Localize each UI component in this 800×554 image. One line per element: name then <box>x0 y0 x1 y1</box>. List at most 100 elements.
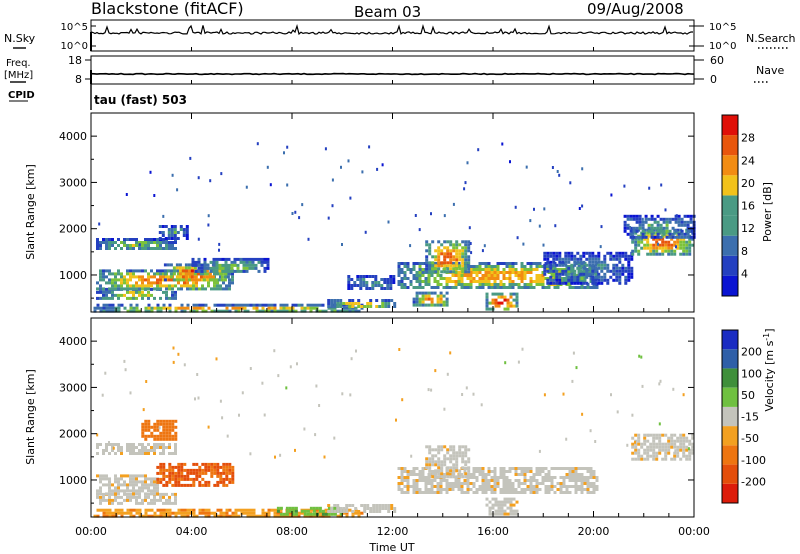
heatmap-cell <box>496 265 500 268</box>
heatmap-cell <box>406 473 410 476</box>
heatmap-cell <box>428 261 432 265</box>
heatmap-cell <box>168 434 172 438</box>
heatmap-cell <box>186 508 190 512</box>
heatmap-cell <box>475 470 479 473</box>
heatmap-cell <box>406 470 410 473</box>
heatmap-cell <box>686 214 690 218</box>
heatmap-cell <box>201 287 204 291</box>
heatmap-cell <box>203 269 207 273</box>
heatmap-cell <box>472 467 476 470</box>
heatmap-cell <box>467 448 471 452</box>
heatmap-cell <box>683 220 687 224</box>
heatmap-cell <box>255 309 259 313</box>
heatmap-scatter-cell <box>194 397 196 401</box>
heatmap-cell <box>170 228 174 231</box>
heatmap-cell <box>547 485 551 488</box>
heatmap-cell <box>579 281 583 285</box>
heatmap-cell <box>418 488 422 491</box>
heatmap-scatter-cell <box>279 453 282 457</box>
heatmap-cell <box>535 491 539 494</box>
heatmap-cell <box>424 491 428 494</box>
heatmap-cell <box>552 254 556 258</box>
heatmap-cell <box>467 246 471 250</box>
heatmap-cell <box>351 511 355 515</box>
heatmap-cell <box>216 468 220 472</box>
heatmap-cell <box>529 491 533 494</box>
heatmap-cell <box>111 449 114 452</box>
heatmap-cell <box>363 510 367 513</box>
heatmap-cell <box>114 480 117 484</box>
heatmap-cell <box>661 243 665 247</box>
heatmap-cell <box>132 446 135 449</box>
heatmap-cell <box>129 446 132 449</box>
heatmap-cell <box>144 428 148 432</box>
heatmap-cell <box>635 235 639 239</box>
heatmap-scatter-cell <box>414 214 417 217</box>
heatmap-cell <box>582 272 586 276</box>
heatmap-cell <box>315 506 319 510</box>
heatmap-cell <box>436 491 440 494</box>
heatmap-scatter-cell <box>469 242 472 245</box>
heatmap-cell <box>150 434 154 438</box>
heatmap-scatter-cell <box>688 230 691 233</box>
heatmap-cell <box>437 252 441 256</box>
heatmap-cell <box>559 268 563 271</box>
heatmap-cell <box>485 503 489 507</box>
heatmap-cell <box>568 491 572 494</box>
heatmap-cell <box>362 275 366 278</box>
heatmap-cell <box>276 514 280 518</box>
heatmap-cell <box>430 488 434 491</box>
heatmap-cell <box>478 265 482 268</box>
heatmap-cell <box>168 437 172 441</box>
heatmap-cell <box>576 251 580 255</box>
heatmap-cell <box>108 238 111 241</box>
heatmap-cell <box>434 270 438 274</box>
heatmap-cell <box>685 445 689 449</box>
heatmap-cell <box>147 514 151 518</box>
heatmap-cell <box>550 482 554 485</box>
heatmap-cell <box>138 495 141 499</box>
heatmap-cell <box>434 460 438 464</box>
heatmap-cell <box>662 226 666 230</box>
heatmap-cell <box>243 306 247 310</box>
heatmap-cell <box>171 278 174 282</box>
heatmap-cell <box>574 479 578 482</box>
heatmap-cell <box>656 220 660 224</box>
heatmap-cell <box>153 477 156 481</box>
heatmap-cell <box>491 298 495 302</box>
heatmap-cell <box>141 241 144 244</box>
heatmap-cell <box>129 477 132 481</box>
heatmap-cell <box>434 264 438 268</box>
heatmap-cell <box>515 304 519 308</box>
heatmap-cell <box>618 257 622 261</box>
heatmap-cell <box>141 443 144 446</box>
cpid-label: CPID <box>8 90 35 101</box>
heatmap-cell <box>652 451 656 455</box>
heatmap-cell <box>547 277 551 280</box>
heatmap-cell <box>514 491 518 494</box>
heatmap-cell <box>464 258 468 262</box>
heatmap-cell <box>111 296 114 300</box>
heatmap-cell <box>466 485 470 488</box>
heatmap-cell <box>630 257 634 261</box>
heatmap-cell <box>670 433 674 437</box>
heatmap-cell <box>600 260 604 264</box>
heatmap-cell <box>303 306 307 310</box>
heatmap-cell <box>564 257 568 261</box>
heatmap-scatter-cell <box>578 207 581 210</box>
heatmap-cell <box>174 452 177 455</box>
heatmap-cell <box>162 425 166 429</box>
heatmap-cell <box>562 491 566 494</box>
heatmap-cell <box>571 467 575 470</box>
heatmap-cell <box>688 246 692 250</box>
heatmap-cell <box>589 473 593 476</box>
heatmap-cell <box>644 235 648 239</box>
heatmap-cell <box>478 262 482 265</box>
heatmap-scatter-cell <box>241 391 244 395</box>
heatmap-cell <box>117 449 120 452</box>
heatmap-cell <box>237 514 241 518</box>
heatmap-cell <box>198 468 202 472</box>
heatmap-cell <box>120 514 124 518</box>
heatmap-cell <box>567 257 571 261</box>
heatmap-cell <box>454 479 458 482</box>
